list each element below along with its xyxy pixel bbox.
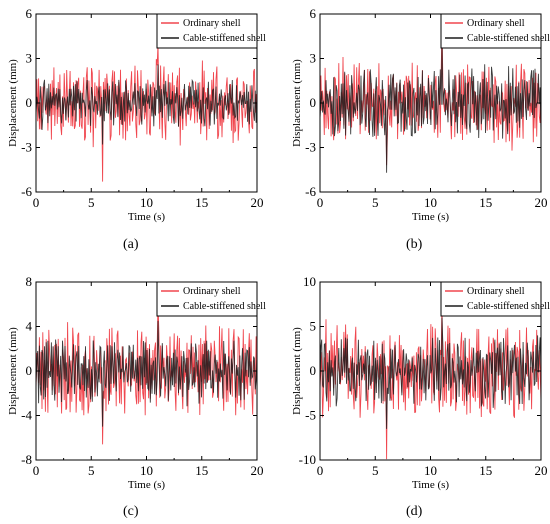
x-tick-label: 20 bbox=[535, 195, 548, 210]
x-tick-label: 5 bbox=[88, 463, 95, 478]
x-axis-label: Time (s) bbox=[412, 479, 450, 491]
x-tick-label: 0 bbox=[317, 463, 324, 478]
legend-label-cable: Cable-stiffened shell bbox=[183, 301, 266, 312]
x-tick-label: 20 bbox=[535, 463, 548, 478]
series-line-ordinary bbox=[35, 43, 258, 182]
legend-box bbox=[156, 13, 258, 49]
panel-label-b: (b) bbox=[406, 237, 423, 252]
y-tick-label: 8 bbox=[26, 274, 33, 289]
x-tick-label: 15 bbox=[195, 463, 208, 478]
x-tick-label: 5 bbox=[372, 195, 379, 210]
y-tick-label: 6 bbox=[310, 6, 317, 21]
series-line-ordinary bbox=[319, 24, 542, 166]
series-line-cable bbox=[35, 64, 258, 145]
x-tick-label: 10 bbox=[140, 463, 153, 478]
legend-label-ordinary: Ordinary shell bbox=[467, 286, 525, 297]
x-tick-label: 20 bbox=[251, 195, 264, 210]
legend-label-ordinary: Ordinary shell bbox=[183, 286, 241, 297]
series-line-cable bbox=[319, 39, 542, 173]
y-tick-label: -6 bbox=[305, 184, 316, 199]
x-tick-label: 15 bbox=[479, 195, 492, 210]
y-tick-label: 10 bbox=[303, 274, 316, 289]
x-axis-label: Time (s) bbox=[412, 211, 450, 223]
panel-label-d: (d) bbox=[406, 504, 423, 519]
x-tick-label: 10 bbox=[424, 463, 437, 478]
y-tick-label: 0 bbox=[310, 363, 317, 378]
x-tick-label: 0 bbox=[317, 195, 324, 210]
series-line-cable bbox=[319, 317, 542, 429]
x-tick-label: 20 bbox=[251, 463, 264, 478]
y-tick-label: 3 bbox=[310, 51, 317, 66]
x-tick-label: 15 bbox=[195, 195, 208, 210]
legend-box bbox=[440, 281, 542, 317]
y-axis-label: Displacement (mm) bbox=[7, 59, 19, 147]
y-tick-label: 0 bbox=[26, 95, 33, 110]
y-tick-label: -6 bbox=[21, 184, 32, 199]
series-line-ordinary bbox=[319, 300, 542, 460]
chart-panel-b: 0 5 10 15 20 -6 -3 0 3 6 Time (s) Displacement (mm)… bbox=[291, 6, 550, 223]
y-tick-label: 0 bbox=[26, 363, 33, 378]
y-tick-label: 5 bbox=[310, 319, 317, 334]
chart-panel-a: 0 5 10 15 20 -6 -3 0 3 6 Time (s) Displacement (mm)… bbox=[7, 6, 266, 223]
legend-label-ordinary: Ordinary shell bbox=[183, 18, 241, 29]
y-tick-label: -3 bbox=[305, 140, 316, 155]
y-tick-label: 3 bbox=[26, 51, 33, 66]
legend-label-cable: Cable-stiffened shell bbox=[467, 301, 550, 312]
y-axis-label: Displacement (mm) bbox=[291, 327, 303, 415]
legend-box bbox=[440, 13, 542, 49]
y-tick-label: 0 bbox=[310, 95, 317, 110]
legend-label-cable: Cable-stiffened shell bbox=[467, 33, 550, 44]
x-axis-label: Time (s) bbox=[128, 211, 166, 223]
panel-label-a: (a) bbox=[123, 237, 139, 252]
y-tick-label: -3 bbox=[21, 140, 32, 155]
y-tick-label: -10 bbox=[299, 452, 316, 467]
x-tick-label: 0 bbox=[33, 195, 40, 210]
y-tick-label: 6 bbox=[26, 6, 33, 21]
y-tick-label: -5 bbox=[305, 408, 316, 423]
legend-box bbox=[156, 281, 258, 317]
panel-label-c: (c) bbox=[123, 504, 139, 519]
y-axis-label: Displacement (mm) bbox=[7, 327, 19, 415]
x-tick-label: 0 bbox=[33, 463, 40, 478]
y-axis-label: Displacement (mm) bbox=[291, 59, 303, 147]
legend-label-cable: Cable-stiffened shell bbox=[183, 33, 266, 44]
x-tick-label: 10 bbox=[424, 195, 437, 210]
x-tick-label: 15 bbox=[479, 463, 492, 478]
x-tick-label: 10 bbox=[140, 195, 153, 210]
series-line-cable bbox=[35, 320, 258, 427]
legend-label-ordinary: Ordinary shell bbox=[467, 18, 525, 29]
x-tick-label: 5 bbox=[88, 195, 95, 210]
x-tick-label: 5 bbox=[372, 463, 379, 478]
y-tick-label: -8 bbox=[21, 452, 32, 467]
chart-panel-c: 0 5 10 15 20 -8 -4 0 4 8 Time (s) Displacement (mm)… bbox=[7, 274, 266, 491]
x-axis-label: Time (s) bbox=[128, 479, 166, 491]
y-tick-label: 4 bbox=[26, 319, 33, 334]
y-tick-label: -4 bbox=[21, 408, 32, 423]
